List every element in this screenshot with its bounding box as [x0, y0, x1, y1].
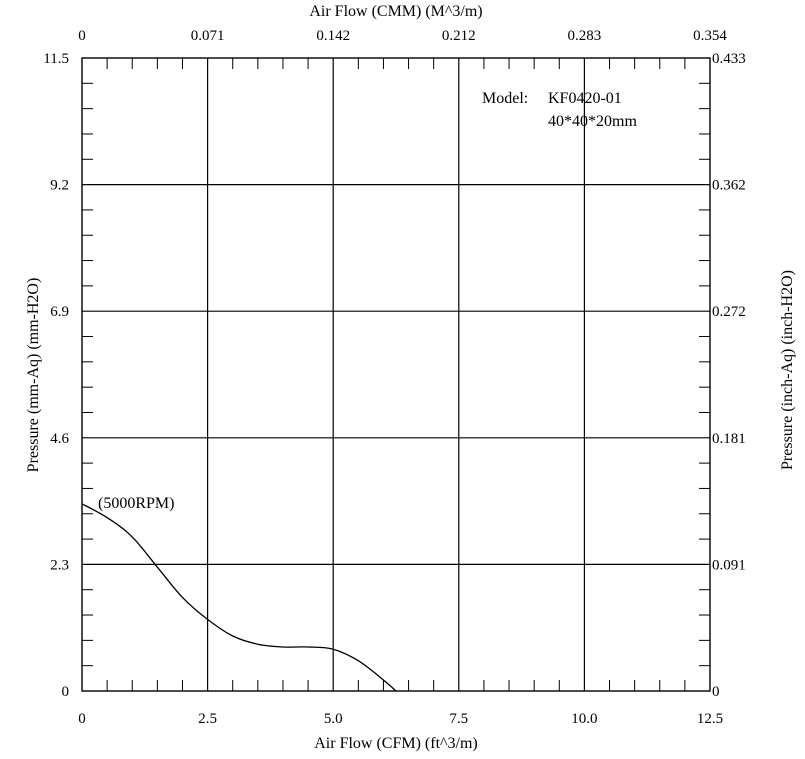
- y-right-tick-label: 0.272: [712, 304, 746, 320]
- y-left-axis-title: Pressure (mm-Aq) (mm-H2O): [25, 278, 42, 473]
- x-top-axis-title: Air Flow (CMM) (M^3/m): [309, 3, 482, 20]
- x-top-tick-label: 0.071: [191, 28, 225, 44]
- x-top-tick-label: 0.354: [693, 28, 727, 44]
- x-top-tick-label: 0.142: [316, 28, 350, 44]
- x-top-tick-label: 0: [78, 28, 86, 44]
- y-left-tick-label: 4.6: [50, 431, 69, 447]
- y-right-tick-label: 0.091: [712, 557, 746, 573]
- y-left-tick-label: 6.9: [50, 304, 69, 320]
- series-line-5000rpm: [81, 503, 397, 692]
- plot-frame: [81, 57, 711, 692]
- x-bottom-axis-title: Air Flow (CFM) (ft^3/m): [314, 735, 478, 752]
- x-bottom-tick-label: 5.0: [324, 711, 343, 727]
- y-right-tick-label: 0.433: [712, 51, 746, 67]
- grid-lines: [82, 58, 710, 691]
- y-right-tick-label: 0.181: [712, 431, 746, 447]
- model-value: KF0420-01: [548, 90, 622, 107]
- x-bottom-tick-label: 2.5: [198, 711, 217, 727]
- x-top-tick-label: 0.212: [442, 28, 476, 44]
- minor-ticks: [82, 58, 710, 691]
- y-left-tick-label: 0: [62, 684, 70, 700]
- x-bottom-tick-label: 0: [78, 711, 86, 727]
- tick-labels: 002.50.0715.00.1427.50.21210.00.28312.50…: [43, 28, 745, 727]
- x-bottom-tick-label: 7.5: [449, 711, 468, 727]
- model-label: Model:: [482, 90, 528, 107]
- x-bottom-tick-label: 10.0: [571, 711, 597, 727]
- size-value: 40*40*20mm: [548, 113, 637, 130]
- y-left-tick-label: 9.2: [50, 178, 69, 194]
- x-top-tick-label: 0.283: [568, 28, 602, 44]
- y-right-tick-label: 0.362: [712, 178, 746, 194]
- series-label-5000rpm: (5000RPM): [98, 495, 174, 512]
- x-bottom-tick-label: 12.5: [697, 711, 723, 727]
- y-left-tick-label: 2.3: [50, 557, 69, 573]
- y-left-tick-label: 11.5: [43, 51, 69, 67]
- y-right-axis-title: Pressure (inch-Aq) (inch-H2O): [779, 270, 796, 470]
- y-right-tick-label: 0: [712, 684, 720, 700]
